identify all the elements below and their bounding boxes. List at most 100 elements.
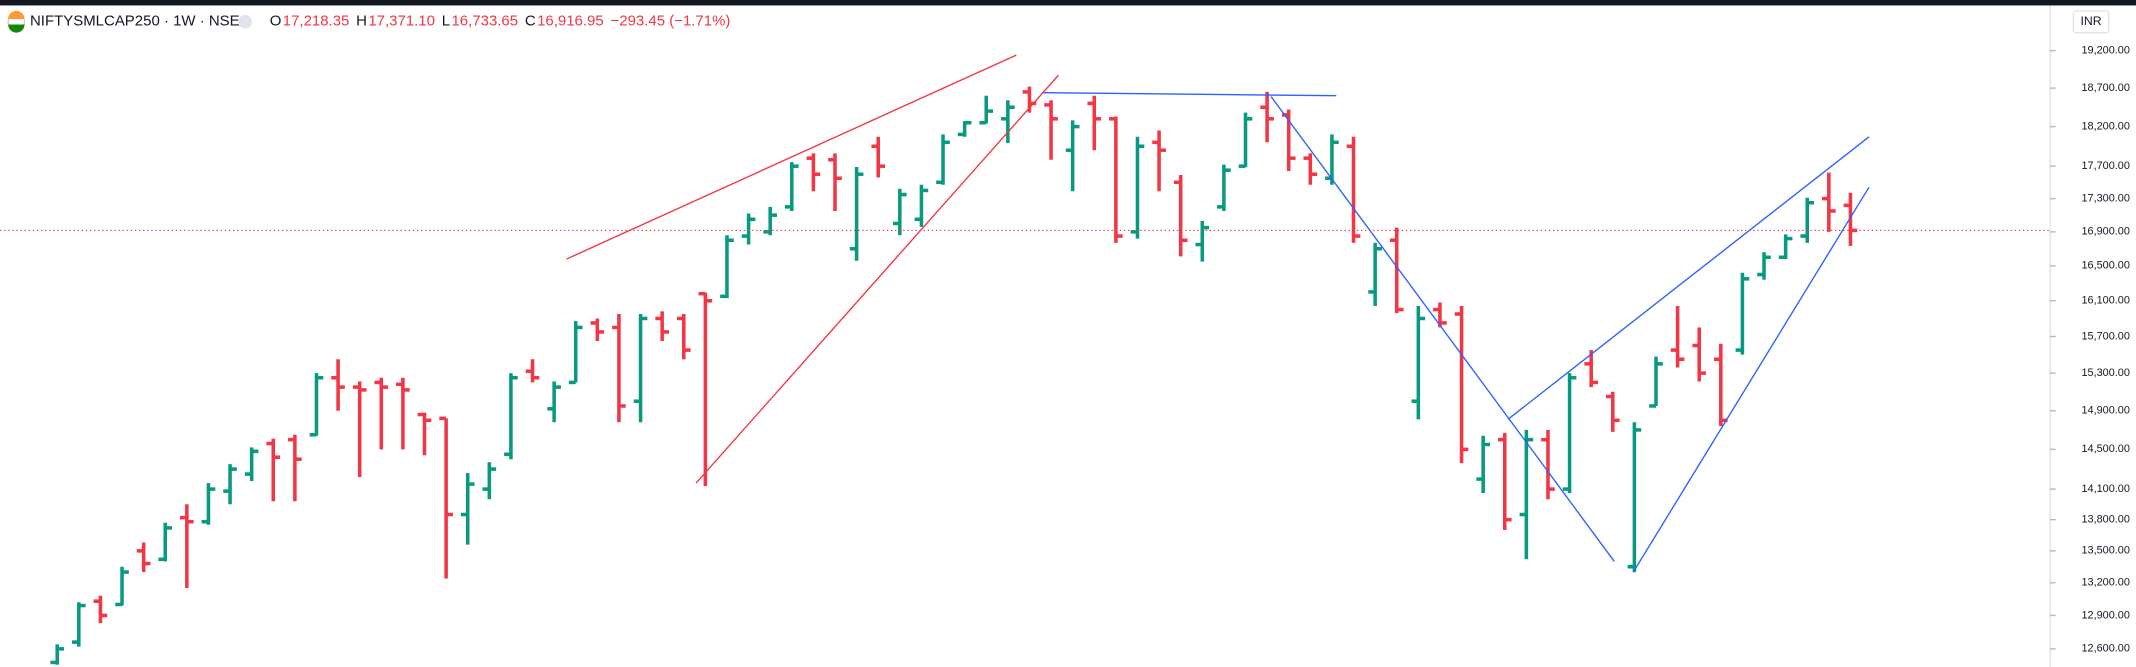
ohlc-bar <box>1584 350 1598 388</box>
y-tick-label: 16,500.00 <box>2082 260 2130 272</box>
y-tick-label: 13,200.00 <box>2082 577 2130 589</box>
ohlc-bar <box>655 311 669 341</box>
currency-box <box>2072 10 2110 34</box>
trend-line <box>1632 186 1870 573</box>
ohlc-value: 16,733.65 <box>451 13 518 30</box>
ohlc-bar <box>1735 272 1750 355</box>
ohlc-bar <box>1346 136 1361 243</box>
trend-line <box>1507 136 1870 420</box>
ohlc-bar <box>1065 120 1080 192</box>
ohlc-bar <box>525 359 540 383</box>
ohlc-bar <box>504 373 518 460</box>
status-dot <box>238 14 253 29</box>
y-tick-label: 15,700.00 <box>2082 330 2130 342</box>
ohlc-bar <box>1152 130 1166 192</box>
ohlc-bar <box>93 595 108 624</box>
y-tick-label: 19,200.00 <box>2082 45 2130 57</box>
ohlc-bar <box>1649 356 1663 408</box>
y-tick-label: 18,200.00 <box>2082 120 2130 132</box>
ohlc-bar <box>612 314 626 423</box>
ohlc-value: 16,916.95 <box>537 13 604 30</box>
ohlc-bar <box>309 373 324 437</box>
ohlc-key: L <box>442 13 450 30</box>
ohlc-bar <box>1433 302 1447 328</box>
ohlc-bar <box>1800 197 1815 243</box>
ohlc-bar <box>957 120 972 137</box>
ohlc-bar <box>1044 100 1058 160</box>
trend-line <box>566 54 1017 260</box>
ohlc-bar <box>828 153 842 211</box>
ohlc-bar <box>849 166 864 261</box>
ohlc-bar <box>1001 100 1015 144</box>
ohlc-bar <box>1692 327 1707 382</box>
ohlc-bar <box>288 434 302 502</box>
ohlc-bar <box>547 381 561 423</box>
currency-label: INR <box>2080 14 2101 28</box>
ohlc-bar <box>266 438 281 502</box>
ohlc-bar <box>1109 116 1123 243</box>
ohlc-bar <box>763 206 777 236</box>
ohlc-bar <box>1476 435 1490 494</box>
y-tick-label: 13,800.00 <box>2082 514 2130 526</box>
ohlc-bar <box>979 95 994 125</box>
symbol-title: NIFTYSMLCAP250 · 1W · NSE <box>30 13 240 30</box>
trend-line <box>1270 96 1615 562</box>
y-tick-label: 16,900.00 <box>2082 226 2130 238</box>
ohlc-bar <box>158 522 173 562</box>
ohlc-bar <box>1368 242 1382 307</box>
ohlc-bar <box>1411 306 1426 420</box>
ohlc-bar <box>893 188 907 236</box>
ohlc-bar <box>1714 343 1728 427</box>
ohlc-bar <box>1822 172 1836 232</box>
ohlc-bar <box>115 566 129 607</box>
y-tick-label: 12,600.00 <box>2082 643 2130 655</box>
ohlc-bar <box>1173 175 1188 257</box>
symbol-flag <box>7 10 26 33</box>
ohlc-bar <box>396 377 410 450</box>
ohlc-bar <box>1087 95 1102 151</box>
ohlc-bar <box>1562 373 1577 494</box>
ohlc-bar <box>1325 134 1339 185</box>
ohlc-bar <box>72 602 86 647</box>
ohlc-bar <box>244 447 259 482</box>
ohlc-bar <box>352 381 367 478</box>
ohlc-bar <box>460 473 475 545</box>
ohlc-key: H <box>356 13 367 30</box>
ohlc-bar <box>720 235 734 299</box>
ohlc-bar <box>1627 422 1642 573</box>
ohlc-bar <box>871 136 886 178</box>
ohlc-bar <box>741 213 756 245</box>
y-tick-label: 17,700.00 <box>2082 160 2130 172</box>
ohlc-bar <box>136 542 151 573</box>
ohlc-bar <box>1670 306 1685 368</box>
ohlc-key: O <box>270 13 282 30</box>
ohlc-bar <box>1303 153 1318 185</box>
ohlc-bar <box>1757 252 1771 280</box>
y-tick-label: 13,500.00 <box>2082 545 2130 557</box>
ohlc-bar <box>1497 432 1512 530</box>
y-tick-label: 18,700.00 <box>2082 82 2130 94</box>
y-tick-label: 16,100.00 <box>2082 295 2130 307</box>
ohlc-bar <box>1130 136 1145 239</box>
y-tick-label: 14,900.00 <box>2082 405 2130 417</box>
y-tick-label: 14,500.00 <box>2082 443 2130 455</box>
ohlc-bar <box>1541 429 1555 500</box>
top-border <box>0 0 2136 6</box>
ohlc-value: 17,371.10 <box>368 13 435 30</box>
ohlc-bar <box>914 184 929 227</box>
ohlc-bar <box>180 504 194 589</box>
ohlc-bar <box>1843 192 1858 246</box>
ohlc-bar <box>417 412 432 456</box>
ohlc-bar <box>1454 306 1469 464</box>
ohlc-bar <box>1605 391 1620 432</box>
ohlc-bar <box>590 318 605 341</box>
ohlc-bar <box>1778 234 1793 260</box>
ohlc-bar <box>1281 109 1296 171</box>
ohlc-bar <box>633 314 648 423</box>
ohlc-bar <box>698 291 713 487</box>
ohlc-bar <box>223 464 237 505</box>
ohlc-bar <box>201 483 216 525</box>
ohlc-bar <box>1195 220 1210 262</box>
ohlc-bar <box>568 321 583 385</box>
